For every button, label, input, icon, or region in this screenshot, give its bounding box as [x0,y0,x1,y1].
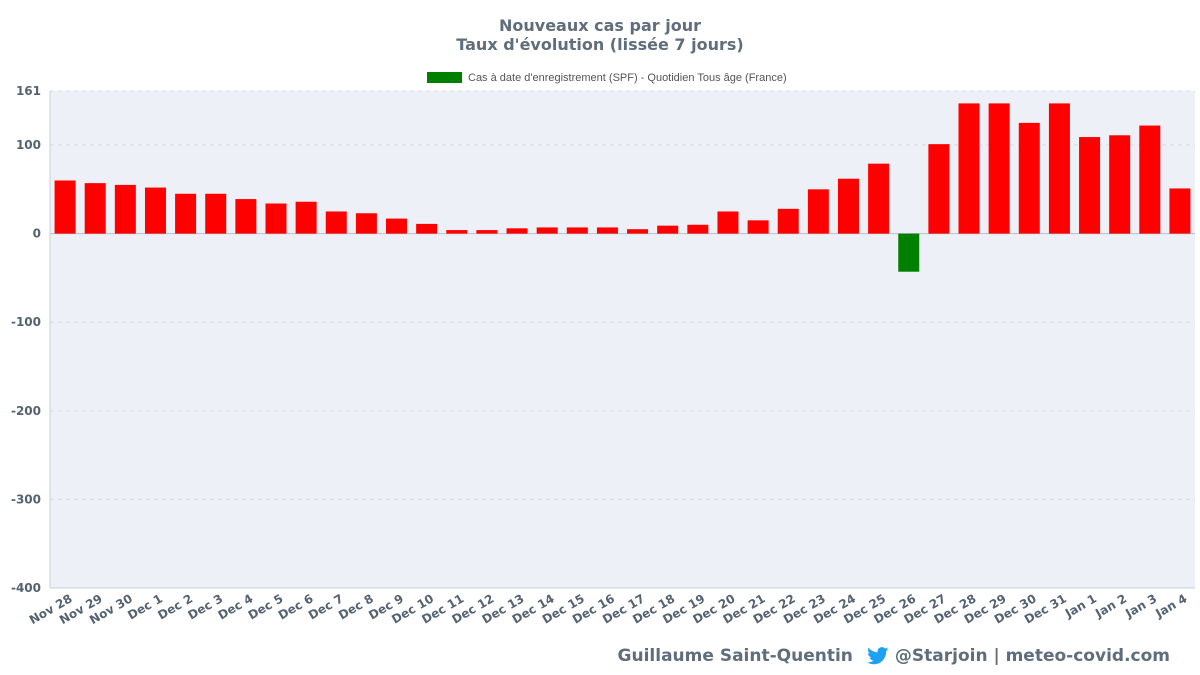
legend[interactable]: Cas à date d'enregistrement (SPF) - Quot… [427,72,787,84]
bar-dec-19[interactable] [687,224,709,234]
bar-dec-7[interactable] [325,211,347,234]
y-tick-label: 100 [16,138,41,152]
x-tick-label: Jan 4 [1152,591,1189,620]
bar-dec-2[interactable] [175,193,197,234]
y-tick-label: 161 [16,84,41,98]
y-tick-label: -100 [11,315,41,329]
bar-jan-3[interactable] [1139,125,1161,234]
chart: Nouveaux cas par jour Taux d'évolution (… [11,16,1195,627]
bar-jan-2[interactable] [1109,135,1131,234]
bar-dec-20[interactable] [717,211,739,234]
legend-swatch [427,72,462,83]
bar-dec-22[interactable] [777,208,799,234]
x-tick-label: Jan 2 [1092,591,1129,620]
bar-nov-30[interactable] [114,184,136,234]
bar-dec-26[interactable] [898,233,920,272]
bar-dec-15[interactable] [566,227,588,234]
bar-dec-25[interactable] [868,163,890,234]
bar-dec-30[interactable] [1018,122,1040,234]
bar-dec-5[interactable] [265,203,287,234]
bar-dec-9[interactable] [386,218,408,234]
chart-title: Nouveaux cas par jour [499,16,701,35]
bar-dec-11[interactable] [446,230,468,234]
bar-jan-4[interactable] [1169,188,1191,234]
bar-nov-29[interactable] [84,183,106,234]
bar-dec-21[interactable] [747,220,769,234]
bar-dec-3[interactable] [205,193,227,234]
bar-dec-28[interactable] [958,103,980,234]
bar-dec-18[interactable] [657,225,679,234]
y-axis: 161 100 0 -100 -200 -300 -400 [11,84,1195,595]
twitter-bird-icon [867,647,889,665]
y-tick-label: -300 [11,492,41,506]
y-tick-label: -200 [11,404,41,418]
bar-dec-24[interactable] [837,178,859,234]
bar-dec-27[interactable] [928,144,950,234]
bar-dec-4[interactable] [235,199,257,234]
bar-dec-14[interactable] [536,227,558,234]
y-tick-label: -400 [11,581,41,595]
footer: Guillaume Saint-Quentin @Starjoin | mete… [618,646,1170,666]
bar-dec-1[interactable] [144,187,166,234]
bar-jan-1[interactable] [1079,137,1101,234]
bar-dec-29[interactable] [988,103,1010,234]
x-tick-label: Jan 3 [1122,591,1159,620]
handle-and-site: @Starjoin | meteo-covid.com [894,646,1170,666]
bar-dec-17[interactable] [627,229,649,234]
bar-dec-16[interactable] [596,227,618,234]
bar-dec-6[interactable] [295,201,317,234]
bar-nov-28[interactable] [54,180,76,234]
x-tick-label: Jan 1 [1062,591,1099,620]
legend-label: Cas à date d'enregistrement (SPF) - Quot… [468,72,787,84]
bar-dec-13[interactable] [506,228,528,234]
bars [54,103,1191,272]
bar-dec-31[interactable] [1048,103,1070,234]
author-name: Guillaume Saint-Quentin [617,646,853,666]
bar-dec-12[interactable] [476,230,498,234]
y-tick-label: 0 [33,227,41,241]
chart-subtitle: Taux d'évolution (lissée 7 jours) [456,35,743,54]
bar-dec-23[interactable] [807,189,829,234]
bar-dec-10[interactable] [416,223,438,234]
bar-dec-8[interactable] [355,213,377,234]
